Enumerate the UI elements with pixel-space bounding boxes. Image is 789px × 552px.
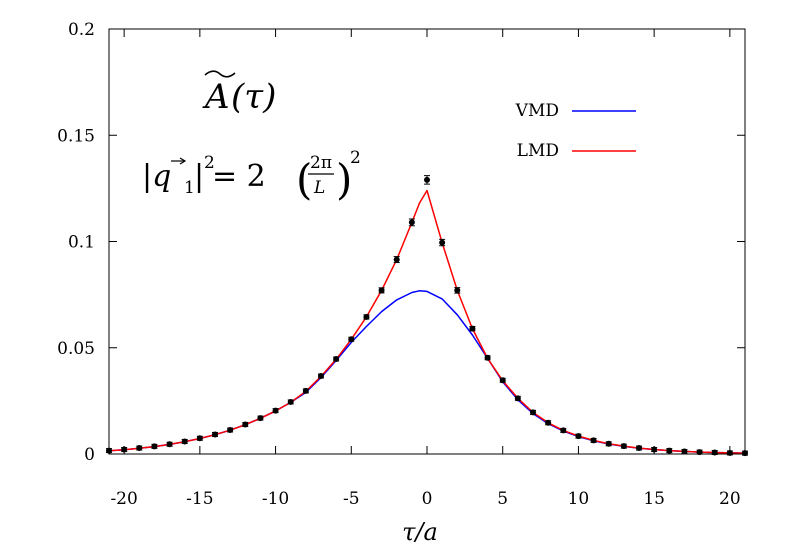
data-point	[605, 440, 612, 447]
x-tick-label: 15	[643, 489, 665, 509]
data-point	[257, 415, 264, 422]
data-point	[302, 387, 309, 394]
data-point	[287, 398, 294, 405]
data-point	[666, 447, 673, 454]
x-tick-label: -15	[186, 489, 213, 509]
momentum-exponent: 2	[204, 153, 215, 173]
legend: VMD LMD	[515, 101, 636, 161]
legend-label-vmd: VMD	[515, 101, 559, 121]
data-point	[514, 395, 521, 402]
legend-label-lmd: LMD	[517, 141, 559, 161]
outer-exponent: 2	[350, 148, 361, 168]
fraction-denominator: L	[313, 178, 325, 198]
data-point	[333, 356, 340, 363]
data-point	[136, 445, 143, 452]
data-point	[484, 354, 491, 361]
x-tick-label: 20	[719, 489, 741, 509]
tilde-mark	[204, 70, 236, 78]
data-point	[196, 435, 203, 442]
vector-arrow-head	[179, 157, 187, 165]
left-paren: (	[296, 155, 312, 204]
data-point	[620, 443, 627, 450]
data-point	[393, 256, 400, 264]
annotation-title-argument: (τ)	[231, 77, 276, 117]
data-point	[151, 443, 158, 450]
x-tick-label: -5	[343, 489, 360, 509]
y-tick-label: 0.1	[68, 233, 95, 253]
data-point	[166, 441, 173, 448]
y-axis-ticks: 0 0.05 0.1 0.15 0.2	[57, 20, 745, 465]
x-tick-label: 0	[422, 489, 433, 509]
annotation-title: A (τ)	[202, 70, 276, 117]
data-point	[681, 448, 688, 455]
data-point	[242, 421, 249, 428]
right-paren: )	[336, 155, 352, 204]
data-point	[636, 445, 642, 452]
data-point	[227, 426, 234, 433]
data-point	[499, 377, 506, 384]
data-point	[181, 438, 188, 445]
data-point	[454, 287, 461, 294]
x-tick-label: 10	[568, 489, 590, 509]
x-axis-ticks: -20 -15 -10 -5 0 5 10 15 20	[110, 29, 741, 509]
momentum-lhs: |q	[142, 159, 171, 194]
momentum-subscript: 1	[184, 178, 195, 198]
data-point	[348, 336, 355, 343]
annotation-momentum: |q 1 | 2 = 2 ( 2π L ) 2	[142, 148, 361, 204]
x-tick-label: -20	[110, 489, 137, 509]
data-point	[272, 407, 279, 414]
y-tick-label: 0.2	[68, 20, 95, 40]
data-point	[318, 373, 324, 380]
y-tick-label: 0.15	[57, 126, 95, 146]
data-point	[711, 449, 718, 456]
momentum-abs-bar: |	[194, 159, 204, 194]
y-tick-label: 0.05	[57, 339, 95, 359]
x-axis-label: τ/a	[402, 518, 438, 546]
x-tick-label: 5	[497, 489, 508, 509]
x-tick-label: -10	[262, 489, 289, 509]
fraction-numerator: 2π	[310, 153, 332, 173]
data-point	[363, 313, 370, 320]
data-point	[469, 325, 476, 332]
data-point	[121, 446, 128, 453]
data-point	[424, 175, 430, 185]
data-point	[378, 287, 385, 294]
annotation-title-symbol: A	[202, 77, 230, 117]
data-point	[530, 409, 536, 416]
data-point	[575, 433, 582, 440]
data-point	[590, 437, 597, 444]
data-point	[545, 419, 552, 426]
momentum-equals: = 2	[212, 159, 266, 194]
data-point	[439, 238, 446, 247]
data-point	[560, 427, 567, 434]
data-point	[726, 449, 733, 456]
data-point	[212, 431, 218, 438]
data-point	[408, 218, 415, 227]
data-point	[651, 446, 658, 453]
y-tick-label: 0	[84, 445, 95, 465]
plot-frame	[108, 28, 746, 455]
